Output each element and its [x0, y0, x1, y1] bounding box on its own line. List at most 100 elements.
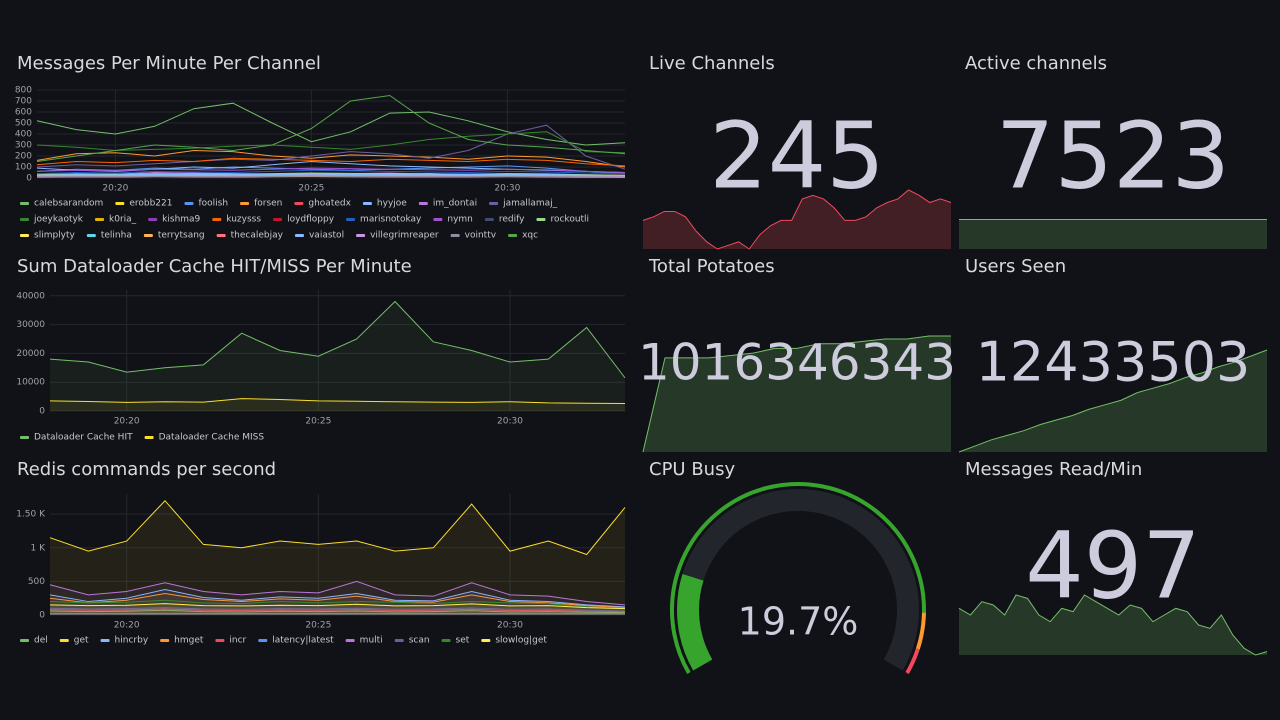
- series-line: [36, 131, 626, 154]
- legend-swatch: [215, 639, 225, 642]
- y-tick-label: 0: [26, 174, 32, 184]
- y-tick-label: 200: [15, 152, 32, 162]
- legend-label: scan: [409, 636, 430, 646]
- legend-label: slowlog|get: [495, 636, 547, 646]
- panel-title: Sum Dataloader Cache HIT/MISS Per Minute: [17, 256, 412, 277]
- legend-label: im_dontai: [433, 199, 477, 209]
- panel-title: CPU Busy: [649, 459, 735, 480]
- x-tick-label: 20:20: [114, 417, 140, 427]
- stat-value: 1016346343: [638, 334, 956, 392]
- legend-label: villegrimreaper: [370, 231, 439, 241]
- sparkline-area: [643, 190, 951, 249]
- y-tick-label: 400: [15, 130, 32, 140]
- x-tick-label: 20:25: [298, 184, 324, 194]
- legend-swatch: [212, 218, 222, 221]
- legend-swatch: [536, 218, 546, 221]
- y-tick-label: 0: [39, 611, 45, 621]
- series-line: [49, 607, 626, 612]
- legend-swatch: [144, 436, 154, 439]
- legend-swatch: [95, 218, 105, 221]
- sparkline-area: [959, 595, 1267, 655]
- series-line: [36, 94, 626, 162]
- legend-swatch: [20, 202, 29, 205]
- y-tick-label: 20000: [16, 349, 45, 359]
- stat-value: 12433503: [976, 331, 1251, 394]
- x-tick-label: 20:20: [102, 184, 128, 194]
- legend-label: multi: [360, 636, 383, 646]
- legend-swatch: [441, 639, 451, 642]
- series-area: [50, 500, 625, 615]
- y-tick-label: 600: [15, 108, 32, 118]
- series-area: [50, 603, 625, 615]
- legend-label: vointtv: [465, 231, 497, 241]
- legend-label: latency|latest: [272, 636, 334, 646]
- series-line: [49, 499, 626, 556]
- legend-label: k0ria_: [109, 215, 137, 225]
- legend-swatch: [481, 639, 491, 642]
- series-line: [49, 599, 626, 609]
- legend-label: redify: [499, 215, 525, 225]
- legend-swatch: [484, 218, 494, 221]
- legend-swatch: [273, 218, 283, 221]
- legend-label: nymn: [447, 215, 473, 225]
- series-line: [49, 609, 626, 614]
- series-line: [49, 603, 626, 610]
- gauge-label: 19.7%: [738, 600, 859, 644]
- legend-swatch: [294, 202, 304, 205]
- legend-swatch: [394, 639, 404, 642]
- legend-swatch: [143, 234, 153, 237]
- legend-label: ghoatedx: [308, 199, 351, 209]
- legend-label: hmget: [174, 636, 204, 646]
- series-line: [36, 102, 626, 146]
- y-tick-label: 500: [28, 577, 45, 587]
- sparkline: [958, 594, 1268, 656]
- x-tick-label: 20:30: [497, 621, 523, 631]
- legend-swatch: [216, 234, 226, 237]
- series-line: [36, 169, 626, 175]
- panel-title: Active channels: [965, 53, 1107, 74]
- stat-value: 7523: [996, 102, 1230, 209]
- legend-swatch: [508, 234, 518, 237]
- y-tick-label: 0: [39, 407, 45, 417]
- legend-swatch: [184, 202, 194, 205]
- legend-swatch: [356, 234, 366, 237]
- x-tick-label: 20:30: [497, 417, 523, 427]
- gauge-value: [677, 574, 713, 671]
- legend-label: set: [456, 636, 470, 646]
- legend-swatch: [258, 639, 268, 642]
- y-tick-label: 1.50 K: [16, 510, 46, 520]
- x-tick-label: 20:20: [114, 621, 140, 631]
- legend-label: marisnotokay: [360, 215, 422, 225]
- legend-label: rockoutli: [550, 215, 589, 225]
- legend-swatch: [450, 234, 460, 237]
- legend-swatch: [20, 234, 29, 237]
- y-tick-label: 30000: [16, 320, 45, 330]
- y-tick-label: 800: [15, 86, 32, 96]
- panel-title: Users Seen: [965, 256, 1066, 277]
- panel-title: Live Channels: [649, 53, 775, 74]
- legend-label: Dataloader Cache MISS: [159, 433, 265, 443]
- stat-value: 245: [709, 102, 885, 209]
- sparkline: [958, 349, 1268, 453]
- series-line: [36, 167, 626, 173]
- legend-label: calebsarandom: [34, 199, 103, 209]
- legend-label: Dataloader Cache HIT: [34, 433, 133, 443]
- legend-swatch: [86, 234, 96, 237]
- y-tick-label: 10000: [16, 378, 45, 388]
- legend-label: incr: [229, 636, 246, 646]
- legend-swatch: [489, 202, 499, 205]
- series-line: [36, 174, 626, 177]
- legend-swatch: [240, 202, 250, 205]
- legend-label: hyyjoe: [377, 199, 407, 209]
- legend-label: erobb221: [129, 199, 172, 209]
- legend-label: loydfloppy: [287, 215, 335, 225]
- legend-label: get: [74, 636, 89, 646]
- legend-swatch: [148, 218, 158, 221]
- legend-swatch: [59, 639, 69, 642]
- sparkline-area: [959, 219, 1267, 249]
- series-line: [36, 175, 626, 178]
- series-line: [49, 592, 626, 609]
- series-line: [36, 157, 626, 167]
- gauge-threshold: [905, 648, 920, 674]
